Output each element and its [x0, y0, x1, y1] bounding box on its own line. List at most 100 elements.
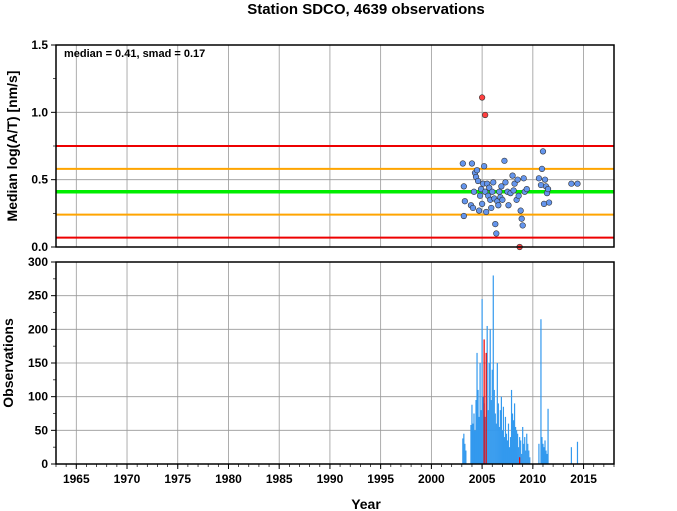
- x-tick-label: 2010: [519, 472, 546, 486]
- data-point: [495, 202, 502, 209]
- x-tick-label: 2015: [570, 472, 597, 486]
- outlier-bar: [519, 457, 521, 464]
- data-point: [490, 179, 497, 186]
- observation-bar: [520, 440, 522, 464]
- data-point: [544, 185, 552, 193]
- observation-bar: [487, 410, 489, 464]
- observation-bar: [500, 396, 502, 464]
- outlier-bar: [483, 339, 485, 464]
- data-point: [459, 160, 466, 167]
- observation-bar: [511, 413, 514, 464]
- data-point: [498, 183, 505, 190]
- observation-bar: [525, 450, 527, 464]
- observation-bar: [510, 389, 513, 464]
- observation-bar: [514, 426, 517, 464]
- data-point: [519, 222, 526, 229]
- top-y-axis-label: Median log(A/T) [nm/s]: [4, 71, 20, 222]
- observation-bar: [522, 426, 524, 464]
- observation-bar: [470, 424, 472, 464]
- top-y-tick-label: 0.0: [31, 240, 48, 254]
- observation-bar: [524, 437, 526, 464]
- observation-bar: [472, 423, 474, 464]
- observation-bar: [528, 450, 530, 464]
- observation-bar: [506, 440, 509, 464]
- observation-bar: [518, 447, 520, 464]
- data-point: [499, 196, 506, 203]
- data-point: [540, 200, 548, 208]
- observation-bar: [503, 437, 506, 464]
- data-point: [568, 180, 575, 187]
- bottom-y-tick-label: 0: [41, 457, 48, 471]
- observation-bars: [462, 275, 579, 464]
- x-ticks: 1965 1970 1975 1980 1985 1990 1995 2000 2005 2010…: [55, 464, 615, 486]
- data-point: [469, 204, 477, 212]
- observation-bar: [464, 443, 466, 464]
- observation-bar: [477, 389, 479, 464]
- data-point: [538, 165, 546, 172]
- outlier-point: [482, 111, 489, 119]
- data-point: [545, 199, 553, 206]
- observation-bar: [475, 400, 477, 464]
- observation-bar: [484, 416, 486, 464]
- data-point: [493, 230, 500, 237]
- observation-bar: [546, 453, 548, 464]
- observation-bar: [480, 410, 482, 464]
- bottom-y-axis-label: Observations: [0, 318, 16, 408]
- observation-bar: [508, 447, 511, 464]
- observation-bar: [545, 450, 547, 464]
- data-point: [517, 207, 524, 214]
- bottom-y-tick-label: 50: [35, 423, 49, 437]
- observation-bar: [471, 404, 473, 464]
- observation-bar: [509, 437, 512, 464]
- observation-bar: [517, 433, 519, 464]
- data-point: [514, 176, 521, 183]
- scatter-points: [459, 94, 581, 251]
- observation-bar: [492, 275, 494, 464]
- bottom-y-tick-label: 250: [28, 289, 48, 303]
- observation-bar: [542, 443, 544, 464]
- observation-bar: [544, 440, 546, 464]
- observation-bar: [502, 406, 505, 464]
- observation-bar: [482, 396, 484, 464]
- top-y-ticks: 0.0 0.5 1.0 1.5: [31, 38, 56, 254]
- x-tick-label: 1985: [266, 472, 293, 486]
- x-tick-label: 1980: [215, 472, 242, 486]
- observation-bar: [521, 453, 523, 464]
- observation-bar: [540, 319, 542, 464]
- observation-bar: [523, 443, 525, 464]
- data-point: [541, 176, 549, 183]
- observation-bar: [474, 430, 476, 464]
- bottom-grid: [56, 261, 614, 465]
- observation-bar: [497, 403, 499, 464]
- observation-bar: [499, 410, 501, 464]
- observation-bar: [543, 447, 545, 464]
- bottom-y-tick-label: 200: [28, 322, 48, 336]
- observation-bar: [498, 426, 500, 464]
- data-point: [486, 184, 493, 191]
- x-tick-label: 1995: [367, 472, 394, 486]
- observation-bar: [527, 443, 529, 464]
- bottom-y-tick-label: 100: [28, 390, 48, 404]
- x-tick-label: 2005: [469, 472, 496, 486]
- x-tick-label: 1965: [63, 472, 90, 486]
- top-y-tick-label: 1.0: [31, 105, 48, 119]
- x-tick-label: 1990: [317, 472, 344, 486]
- observation-bar: [493, 389, 495, 464]
- observation-bar: [541, 437, 543, 464]
- observation-bar: [481, 299, 483, 464]
- x-axis-label: Year: [351, 496, 381, 511]
- data-point: [475, 207, 483, 214]
- data-point: [489, 188, 496, 195]
- observation-bar: [473, 413, 475, 464]
- observation-bar: [486, 325, 488, 464]
- observation-bar: [491, 369, 493, 464]
- observation-bar: [507, 423, 510, 464]
- data-point: [473, 167, 481, 174]
- data-point: [520, 175, 527, 182]
- data-point: [574, 180, 581, 187]
- observation-bar: [496, 363, 498, 464]
- top-y-tick-label: 1.5: [31, 38, 48, 52]
- observation-bar: [495, 423, 497, 464]
